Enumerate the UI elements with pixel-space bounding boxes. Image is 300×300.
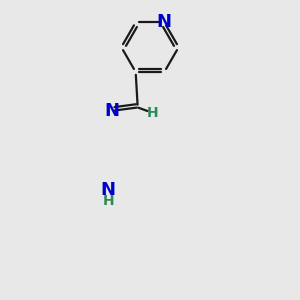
Text: N: N — [101, 181, 116, 199]
Text: H: H — [103, 194, 114, 208]
Text: H: H — [147, 106, 158, 120]
Text: N: N — [104, 102, 119, 120]
Text: N: N — [157, 13, 172, 31]
